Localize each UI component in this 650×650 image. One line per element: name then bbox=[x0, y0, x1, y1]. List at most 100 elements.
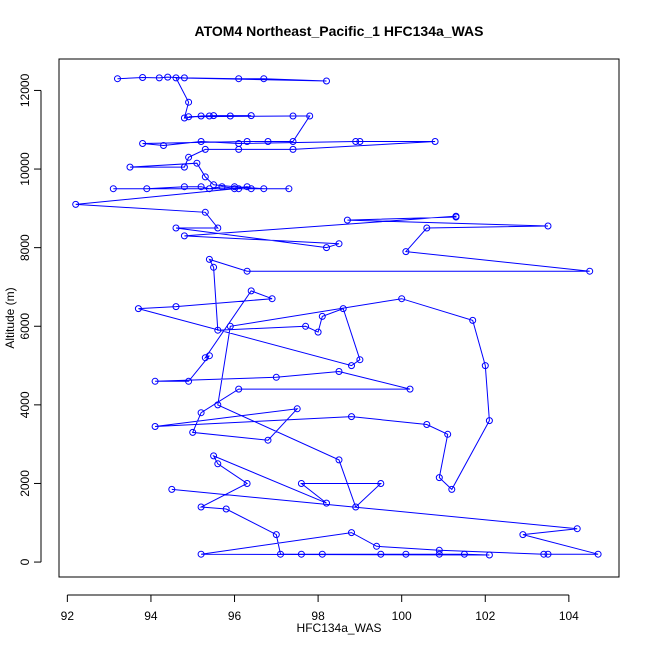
data-point bbox=[172, 224, 180, 232]
data-point bbox=[573, 525, 581, 533]
data-point bbox=[435, 550, 443, 558]
data-point bbox=[544, 222, 552, 230]
data-point bbox=[289, 112, 297, 120]
data-point bbox=[201, 173, 209, 181]
data-point bbox=[185, 377, 193, 385]
x-tick-label: 98 bbox=[311, 609, 325, 623]
data-point bbox=[243, 267, 251, 275]
x-tick-label: 92 bbox=[61, 609, 75, 623]
series-line bbox=[75, 76, 599, 556]
data-point bbox=[197, 550, 205, 558]
y-tick-label: 10000 bbox=[18, 152, 32, 186]
data-point bbox=[247, 112, 255, 120]
data-point bbox=[423, 224, 431, 232]
data-point bbox=[297, 480, 305, 487]
data-point bbox=[218, 183, 226, 191]
data-point bbox=[318, 550, 326, 558]
data-point bbox=[185, 98, 193, 106]
y-tick-label: 2000 bbox=[18, 470, 32, 497]
data-point bbox=[323, 244, 330, 252]
data-point bbox=[289, 145, 297, 153]
data-point bbox=[452, 213, 460, 221]
data-point bbox=[348, 362, 355, 370]
data-point bbox=[485, 551, 493, 559]
y-axis: 0 2000 4000 6000 8000 10000 12000 bbox=[18, 73, 42, 565]
y-axis-label: Altitude (m) bbox=[3, 287, 17, 348]
data-point bbox=[356, 356, 364, 364]
data-point bbox=[205, 185, 213, 193]
data-point bbox=[302, 322, 310, 330]
data-point bbox=[180, 183, 188, 191]
data-point bbox=[205, 352, 213, 360]
data-point bbox=[277, 550, 284, 558]
data-point bbox=[247, 185, 255, 193]
data-point bbox=[126, 163, 134, 171]
data-point bbox=[197, 409, 205, 417]
data-point bbox=[235, 385, 243, 393]
data-point bbox=[264, 138, 272, 145]
data-point bbox=[285, 185, 293, 193]
data-point bbox=[260, 185, 268, 193]
data-point bbox=[226, 112, 234, 120]
data-point bbox=[143, 185, 151, 193]
data-point bbox=[214, 460, 222, 468]
data-point bbox=[185, 113, 193, 121]
x-tick-label: 94 bbox=[144, 609, 158, 623]
data-point bbox=[109, 185, 117, 193]
data-point bbox=[406, 385, 414, 393]
data-point bbox=[226, 322, 234, 330]
data-point bbox=[180, 114, 188, 122]
data-point bbox=[448, 485, 456, 493]
data-point bbox=[168, 485, 176, 493]
data-point bbox=[431, 138, 439, 145]
data-point bbox=[323, 499, 330, 507]
data-point bbox=[235, 185, 243, 193]
data-point bbox=[180, 232, 188, 240]
data-point bbox=[260, 75, 268, 83]
data-point bbox=[460, 550, 468, 558]
x-tick-label: 96 bbox=[228, 609, 242, 623]
data-point bbox=[435, 474, 443, 482]
y-tick-label: 0 bbox=[18, 558, 32, 565]
data-point bbox=[72, 200, 80, 208]
data-point bbox=[423, 421, 431, 428]
data-point bbox=[335, 456, 343, 464]
data-point bbox=[235, 145, 243, 153]
data-point bbox=[343, 216, 351, 224]
data-point bbox=[435, 546, 443, 554]
data-point bbox=[139, 140, 147, 147]
y-tick-label: 6000 bbox=[18, 313, 32, 340]
data-point bbox=[164, 73, 172, 81]
data-point bbox=[544, 550, 552, 558]
data-point bbox=[289, 138, 297, 145]
data-point bbox=[205, 112, 213, 120]
data-point bbox=[352, 138, 360, 145]
data-point bbox=[272, 531, 280, 539]
data-point bbox=[469, 316, 477, 324]
series-points bbox=[72, 73, 602, 559]
data-point bbox=[210, 263, 218, 271]
plot-frame bbox=[58, 58, 620, 578]
data-point bbox=[519, 531, 527, 539]
data-point bbox=[594, 550, 602, 558]
data-point bbox=[272, 373, 280, 381]
y-tick-label: 8000 bbox=[18, 234, 32, 261]
data-point bbox=[398, 295, 406, 303]
data-point bbox=[335, 240, 343, 248]
data-point bbox=[205, 255, 213, 263]
data-point bbox=[402, 550, 410, 558]
x-tick-label: 104 bbox=[559, 609, 579, 623]
x-tick-label: 102 bbox=[475, 609, 495, 623]
data-point bbox=[352, 503, 360, 511]
data-point bbox=[297, 550, 305, 558]
data-point bbox=[201, 208, 209, 216]
data-point bbox=[134, 305, 142, 313]
chart-title: ATOM4 Northeast_Pacific_1 HFC134a_WAS bbox=[195, 23, 484, 39]
data-point bbox=[268, 295, 276, 303]
data-point bbox=[114, 75, 121, 83]
data-point bbox=[348, 413, 355, 421]
y-tick-label: 4000 bbox=[18, 391, 32, 418]
data-point bbox=[214, 224, 222, 232]
data-point bbox=[151, 423, 159, 430]
